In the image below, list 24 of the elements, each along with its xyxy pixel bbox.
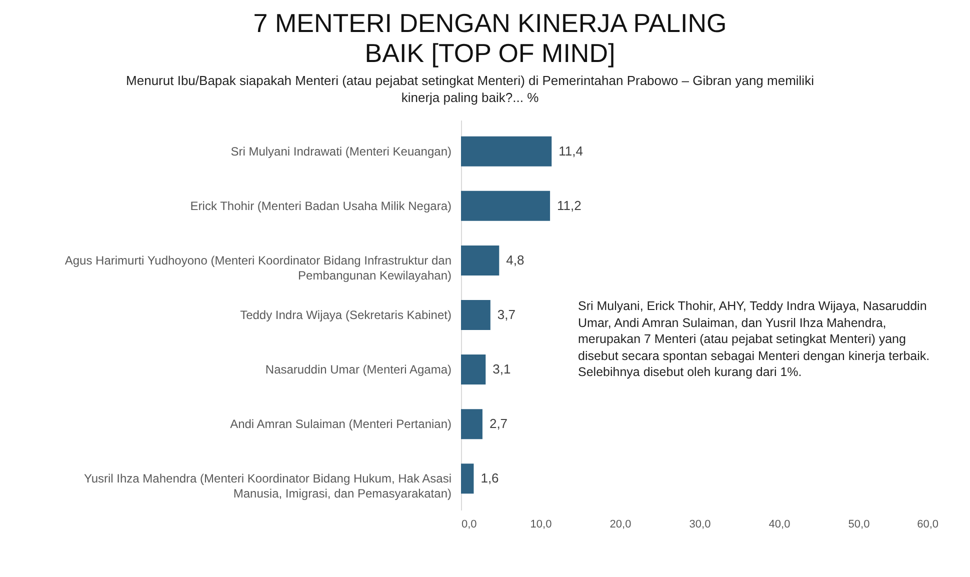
chart-title: 7 MENTERI DENGAN KINERJA PALING BAIK [TOP OF MIND] xyxy=(252,8,728,68)
y-tick-label: Teddy Indra Wijaya (Sekretaris Kabinet) xyxy=(240,308,452,322)
data-label: 11,4 xyxy=(558,143,583,158)
data-label: 3,7 xyxy=(497,307,516,322)
x-tick-label: 0,0 xyxy=(462,518,477,530)
x-tick-label: 30,0 xyxy=(689,518,711,530)
chart-subtitle: Menurut Ibu/Bapak siapakah Menteri (atau pejabat setingkat Menteri) di Pemerintahan Prabowo – Gibran yang memiliki kinerja paling baik?... % xyxy=(125,72,815,106)
y-tick-label: Agus Harimurti Yudhoyono (Menteri Koordinator Bidang Infrastruktur dan Pembangunan Kewilayahan) xyxy=(64,253,452,282)
data-label: 4,8 xyxy=(506,252,524,268)
x-tick-label: 50,0 xyxy=(848,518,870,530)
x-tick-label: 40,0 xyxy=(768,518,790,530)
data-label: 1,6 xyxy=(480,470,499,486)
y-tick-label: Sri Mulyani Indrawati (Menteri Keuangan) xyxy=(230,144,452,158)
data-label: 3,1 xyxy=(492,362,511,377)
data-label: 2,7 xyxy=(489,416,508,432)
x-tick-label: 20,0 xyxy=(610,518,632,530)
y-tick-label: Yusril Ihza Mahendra (Menteri Koordinator Bidang Hukum, Hak Asasi Manusia, Imigrasi, dan Pemasyarakatan) xyxy=(84,472,452,501)
x-tick-label: 10,0 xyxy=(530,518,552,530)
data-label: 11,2 xyxy=(557,198,582,213)
y-tick-label: Andi Amran Sulaiman (Menteri Pertanian) xyxy=(230,417,452,432)
x-tick-label: 60,0 xyxy=(917,518,938,530)
y-tick-label: Erick Thohir (Menteri Badan Usaha Milik Negara) xyxy=(190,198,452,213)
y-tick-label: Nasaruddin Umar (Menteri Agama) xyxy=(265,362,452,377)
annotation: Sri Mulyani, Erick Thohir, AHY, Teddy Indra Wijaya, Nasaruddin Umar, Andi Amran Sulaiman, dan Yusril Ihza Mahendra, merupakan 7 Menteri (atau pejabat setingkat Menteri) yang disebut secara spontan sebagai Menteri dengan kinerja terbaik. Selebihnya disebut oleh kurang dari 1%. xyxy=(578,298,931,380)
